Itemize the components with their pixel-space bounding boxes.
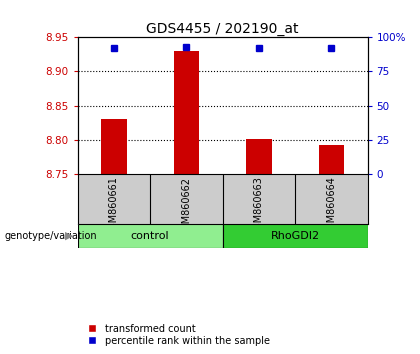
Text: ▶: ▶ [65,231,73,241]
Bar [246,139,271,174]
Text: GSM860661: GSM860661 [109,177,119,235]
Text: control: control [131,231,169,241]
Text: RhoGDI2: RhoGDI2 [270,231,320,241]
Text: GSM860662: GSM860662 [181,177,192,235]
Bar [78,224,223,248]
Bar [223,224,368,248]
Text: GSM860663: GSM860663 [254,177,264,235]
Bar [174,51,199,174]
Text: genotype/variation: genotype/variation [4,231,97,241]
Text: GSM860664: GSM860664 [326,177,336,235]
Title: GDS4455 / 202190_at: GDS4455 / 202190_at [146,22,299,36]
Bar [319,144,344,174]
Legend: transformed count, percentile rank within the sample: transformed count, percentile rank withi… [83,324,270,346]
Bar [101,119,126,174]
